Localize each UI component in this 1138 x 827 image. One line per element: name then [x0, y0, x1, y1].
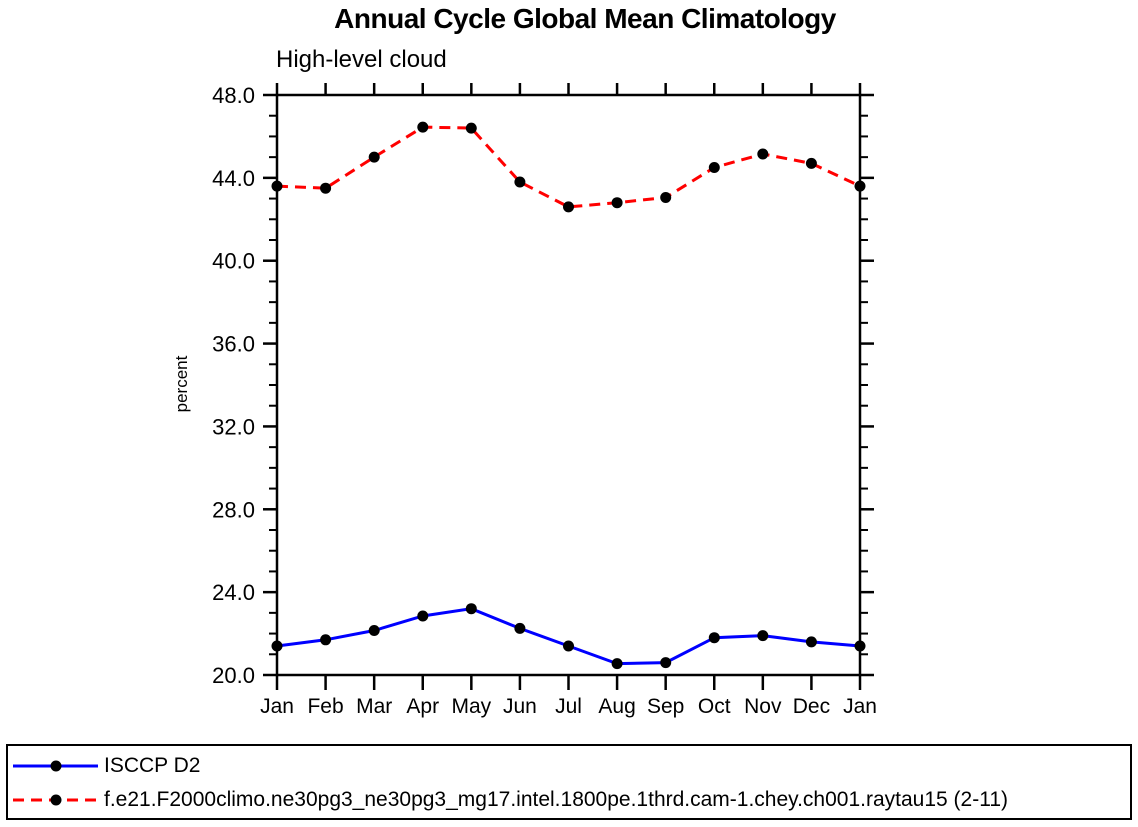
data-point-marker	[465, 603, 477, 615]
x-tick-label: Jun	[503, 695, 537, 718]
data-point-marker	[854, 180, 866, 192]
plot-area: 20.0 24.0 28.0 32.0 36.0 40.0 44.0 48.0 Jan Feb Ma…	[172, 83, 877, 718]
x-tick-label: Jan	[843, 695, 877, 718]
legend-label-model: f.e21.F2000climo.ne30pg3_ne30pg3_mg17.in…	[104, 788, 1009, 811]
data-point-marker	[805, 157, 817, 169]
data-point-marker	[757, 630, 769, 642]
data-point-marker	[660, 192, 672, 203]
chart-title: Annual Cycle Global Mean Climatology	[334, 3, 836, 34]
data-point-marker	[271, 180, 283, 192]
x-tick-label: Oct	[698, 695, 731, 718]
y-tick-label: 48.0	[212, 83, 255, 108]
data-point-marker	[611, 197, 623, 209]
legend-swatch-dashed	[13, 794, 98, 806]
data-point-marker	[563, 201, 574, 213]
x-tick-label: Nov	[744, 695, 782, 718]
data-point-marker	[320, 182, 332, 194]
x-tick-label: Feb	[307, 695, 343, 718]
chart-subtitle: High-level cloud	[276, 46, 447, 73]
data-point-marker	[854, 640, 866, 652]
series-line-1	[276, 125, 861, 209]
x-tick-label: Jan	[260, 695, 294, 718]
x-tick-label: Sep	[647, 695, 684, 718]
data-point-marker	[320, 634, 332, 646]
x-tick-label: Dec	[793, 695, 830, 718]
legend-entry-isccp-d2: ISCCP D2	[12, 749, 1130, 783]
data-point-marker	[514, 176, 526, 188]
data-point-marker	[563, 640, 574, 652]
data-point-marker	[368, 151, 380, 163]
legend-marker-dot-icon	[50, 794, 62, 806]
x-tick-label: Aug	[598, 695, 635, 718]
y-tick-label: 32.0	[212, 414, 255, 439]
legend-marker-dot-icon	[50, 760, 62, 772]
series-line-0	[276, 607, 861, 666]
y-tick-label: 44.0	[212, 166, 255, 191]
y-axis-label: percent	[172, 355, 191, 412]
x-tick-label: Apr	[406, 695, 439, 718]
data-point-marker	[417, 121, 429, 133]
y-tick-label: 36.0	[212, 332, 255, 357]
x-tick-label: May	[451, 695, 491, 718]
data-point-marker	[611, 658, 623, 670]
plot-frame	[275, 93, 862, 677]
data-point-marker	[660, 657, 672, 669]
data-point-marker	[368, 625, 380, 636]
y-axis: 20.0 24.0 28.0 32.0 36.0 40.0 44.0 48.0	[212, 83, 874, 688]
data-point-marker	[417, 610, 429, 622]
data-point-marker	[708, 632, 720, 644]
y-tick-label: 24.0	[212, 580, 255, 605]
data-point-marker	[805, 636, 817, 648]
series-0	[271, 603, 866, 670]
y-tick-label: 40.0	[212, 249, 255, 274]
legend-swatch-solid	[13, 760, 98, 772]
legend-label-observation: ISCCP D2	[104, 754, 201, 777]
legend: ISCCP D2 f.e21.F2000climo.ne30pg3_ne30pg…	[6, 744, 1132, 820]
y-tick-label: 28.0	[212, 497, 255, 522]
data-point-marker	[514, 622, 526, 634]
x-tick-label: Jul	[555, 695, 582, 718]
data-point-marker	[465, 122, 477, 134]
data-point-marker	[708, 162, 720, 173]
data-point-marker	[271, 640, 283, 652]
x-axis: Jan Feb Mar Apr May Jun Jul Aug Sep Oct Nov Dec Jan	[260, 83, 877, 718]
data-point-marker	[757, 148, 769, 160]
x-tick-label: Mar	[356, 695, 392, 718]
series-1	[271, 121, 866, 213]
y-tick-label: 20.0	[212, 663, 255, 688]
legend-entry-model-run: f.e21.F2000climo.ne30pg3_ne30pg3_mg17.in…	[12, 783, 1130, 817]
